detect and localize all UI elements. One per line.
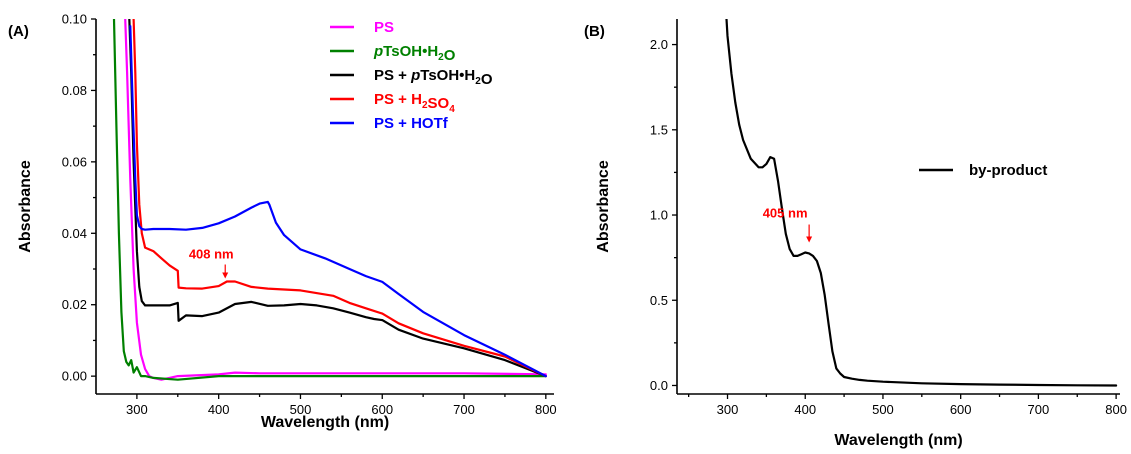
x-tick-label: 400 (208, 402, 230, 417)
plot-area (112, 19, 547, 381)
panel-label: (B) (584, 23, 605, 40)
y-axis-title: Absorbance (17, 160, 34, 253)
plot-area (725, 19, 1118, 387)
x-tick-label: 500 (872, 402, 894, 417)
series-line-1 (112, 19, 547, 381)
legend-label-0-4: PS + HOTf (374, 115, 449, 132)
y-tick-label: 1.0 (650, 208, 668, 223)
x-tick-label: 800 (535, 402, 557, 417)
panel-a: 300 400 500 600 700 800 0.00 0.02 0.04 0.06 0.08 0.… (8, 12, 557, 432)
legend-label-0-1: pTsOH•H2O (373, 43, 456, 64)
x-tick-label: 700 (1028, 402, 1050, 417)
x-axis-title: Wavelength (nm) (261, 414, 389, 431)
x-tick-label: 600 (371, 402, 393, 417)
annotation-label: 408 nm (189, 247, 234, 262)
panel-b: 300 400 500 600 700 800 0.0 0.5 1.0 1.5 2.0 Wavelen… (584, 19, 1127, 449)
series-line-4 (129, 25, 547, 378)
legend-label-0-3: PS + H2SO4 (374, 91, 455, 115)
annotation-arrowhead (806, 236, 813, 243)
x-tick-label: 800 (1105, 402, 1127, 417)
y-tick-label: 0.5 (650, 293, 668, 308)
y-tick-label: 2.0 (650, 37, 668, 52)
y-axis-title: Absorbance (595, 160, 612, 253)
x-tick-label: 400 (794, 402, 816, 417)
y-tick-label: 0.04 (62, 226, 87, 241)
x-tick-label: 600 (950, 402, 972, 417)
series-line-2 (128, 19, 547, 378)
series-line-3 (132, 19, 547, 378)
x-tick-label: 700 (453, 402, 475, 417)
series-line-0 (124, 19, 547, 381)
legend-label-0-2: PS + pTsOH•H2O (374, 67, 493, 88)
x-tick-label: 300 (717, 402, 739, 417)
y-tick-label: 0.08 (62, 83, 87, 98)
legend-label-0-0: PS (374, 19, 394, 36)
y-tick-label: 0.10 (62, 12, 87, 27)
y-tick-label: 0.0 (650, 378, 668, 393)
x-tick-label: 500 (290, 402, 312, 417)
series-line-0 (725, 19, 1118, 387)
x-axis-title: Wavelength (nm) (834, 432, 962, 449)
annotation-label: 405 nm (763, 206, 808, 221)
y-tick-label: 0.00 (62, 369, 87, 384)
x-tick-label: 300 (126, 402, 148, 417)
panel-label: (A) (8, 23, 29, 40)
annotation-arrowhead (222, 272, 229, 279)
y-tick-label: 0.02 (62, 297, 87, 312)
y-tick-label: 0.06 (62, 154, 87, 169)
legend-label-1-0: by-product (969, 162, 1047, 179)
y-tick-label: 1.5 (650, 122, 668, 137)
